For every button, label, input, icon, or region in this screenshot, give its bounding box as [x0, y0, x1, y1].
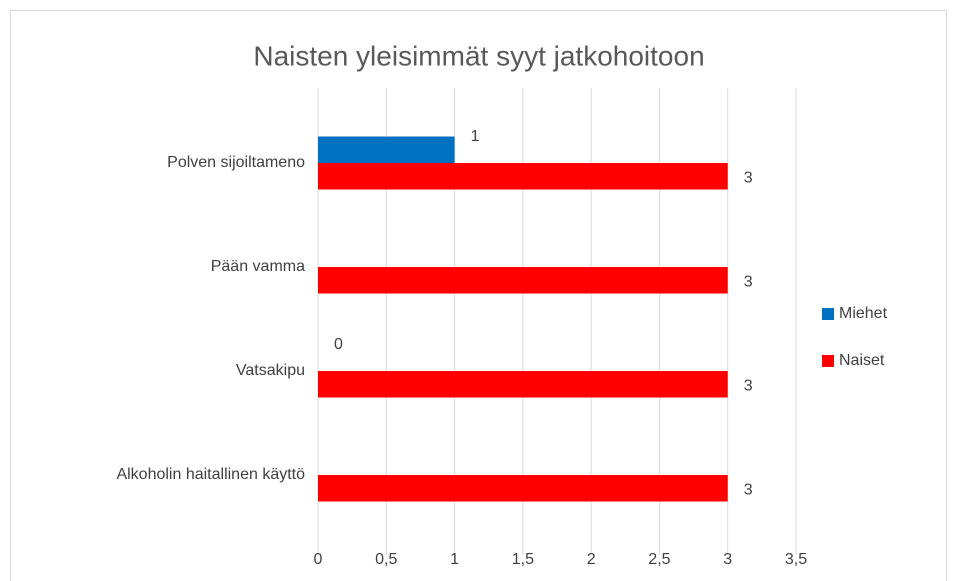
data-label: 1 — [471, 128, 480, 145]
legend-label: Miehet — [839, 305, 888, 322]
y-tick-label: Pään vamma — [211, 258, 305, 275]
data-label: 3 — [744, 169, 753, 186]
bar — [318, 267, 728, 294]
y-tick-label: Vatsakipu — [236, 362, 305, 379]
data-label: 0 — [334, 336, 343, 353]
bar — [318, 136, 455, 163]
x-tick-label: 1,5 — [512, 551, 534, 568]
y-tick-label: Alkoholin haitallinen käyttö — [116, 466, 305, 483]
x-tick-label: 0,5 — [375, 551, 397, 568]
x-tick-label: 1 — [450, 551, 459, 568]
data-label: 3 — [744, 273, 753, 290]
legend-label: Naiset — [839, 352, 885, 369]
bar — [318, 371, 728, 398]
x-tick-label: 3,5 — [785, 551, 807, 568]
x-tick-label: 2 — [587, 551, 596, 568]
data-label: 3 — [744, 377, 753, 394]
x-tick-label: 0 — [314, 551, 323, 568]
x-tick-label: 2,5 — [648, 551, 670, 568]
bar — [318, 475, 728, 502]
y-tick-label: Polven sijoiltameno — [167, 154, 305, 171]
bar — [318, 163, 728, 190]
legend-swatch — [822, 355, 834, 367]
data-label: 3 — [744, 481, 753, 498]
chart-title: Naisten yleisimmät syyt jatkohoitoon — [253, 40, 704, 71]
legend-swatch — [822, 308, 834, 320]
x-tick-label: 3 — [723, 551, 732, 568]
